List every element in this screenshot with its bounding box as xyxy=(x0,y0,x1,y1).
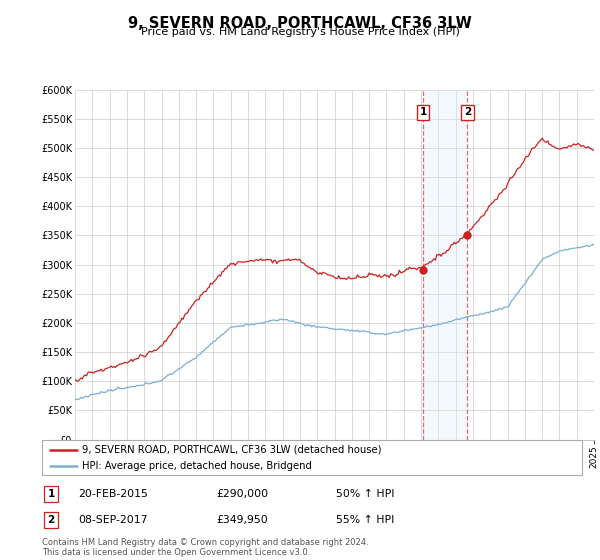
Text: 55% ↑ HPI: 55% ↑ HPI xyxy=(336,515,394,525)
Text: HPI: Average price, detached house, Bridgend: HPI: Average price, detached house, Brid… xyxy=(83,461,313,471)
Text: 2: 2 xyxy=(464,108,471,118)
Text: 20-FEB-2015: 20-FEB-2015 xyxy=(78,489,148,499)
Text: 9, SEVERN ROAD, PORTHCAWL, CF36 3LW (detached house): 9, SEVERN ROAD, PORTHCAWL, CF36 3LW (det… xyxy=(83,445,382,455)
Bar xyxy=(423,90,467,440)
Text: £290,000: £290,000 xyxy=(216,489,268,499)
Text: Price paid vs. HM Land Registry's House Price Index (HPI): Price paid vs. HM Land Registry's House … xyxy=(140,27,460,37)
Text: 1: 1 xyxy=(419,108,427,118)
Text: 2: 2 xyxy=(47,515,55,525)
Text: £349,950: £349,950 xyxy=(216,515,268,525)
Text: 1: 1 xyxy=(47,489,55,499)
Text: 9, SEVERN ROAD, PORTHCAWL, CF36 3LW: 9, SEVERN ROAD, PORTHCAWL, CF36 3LW xyxy=(128,16,472,31)
Text: Contains HM Land Registry data © Crown copyright and database right 2024.
This d: Contains HM Land Registry data © Crown c… xyxy=(42,538,368,557)
FancyBboxPatch shape xyxy=(42,440,582,475)
Text: 08-SEP-2017: 08-SEP-2017 xyxy=(78,515,148,525)
Text: 50% ↑ HPI: 50% ↑ HPI xyxy=(336,489,395,499)
